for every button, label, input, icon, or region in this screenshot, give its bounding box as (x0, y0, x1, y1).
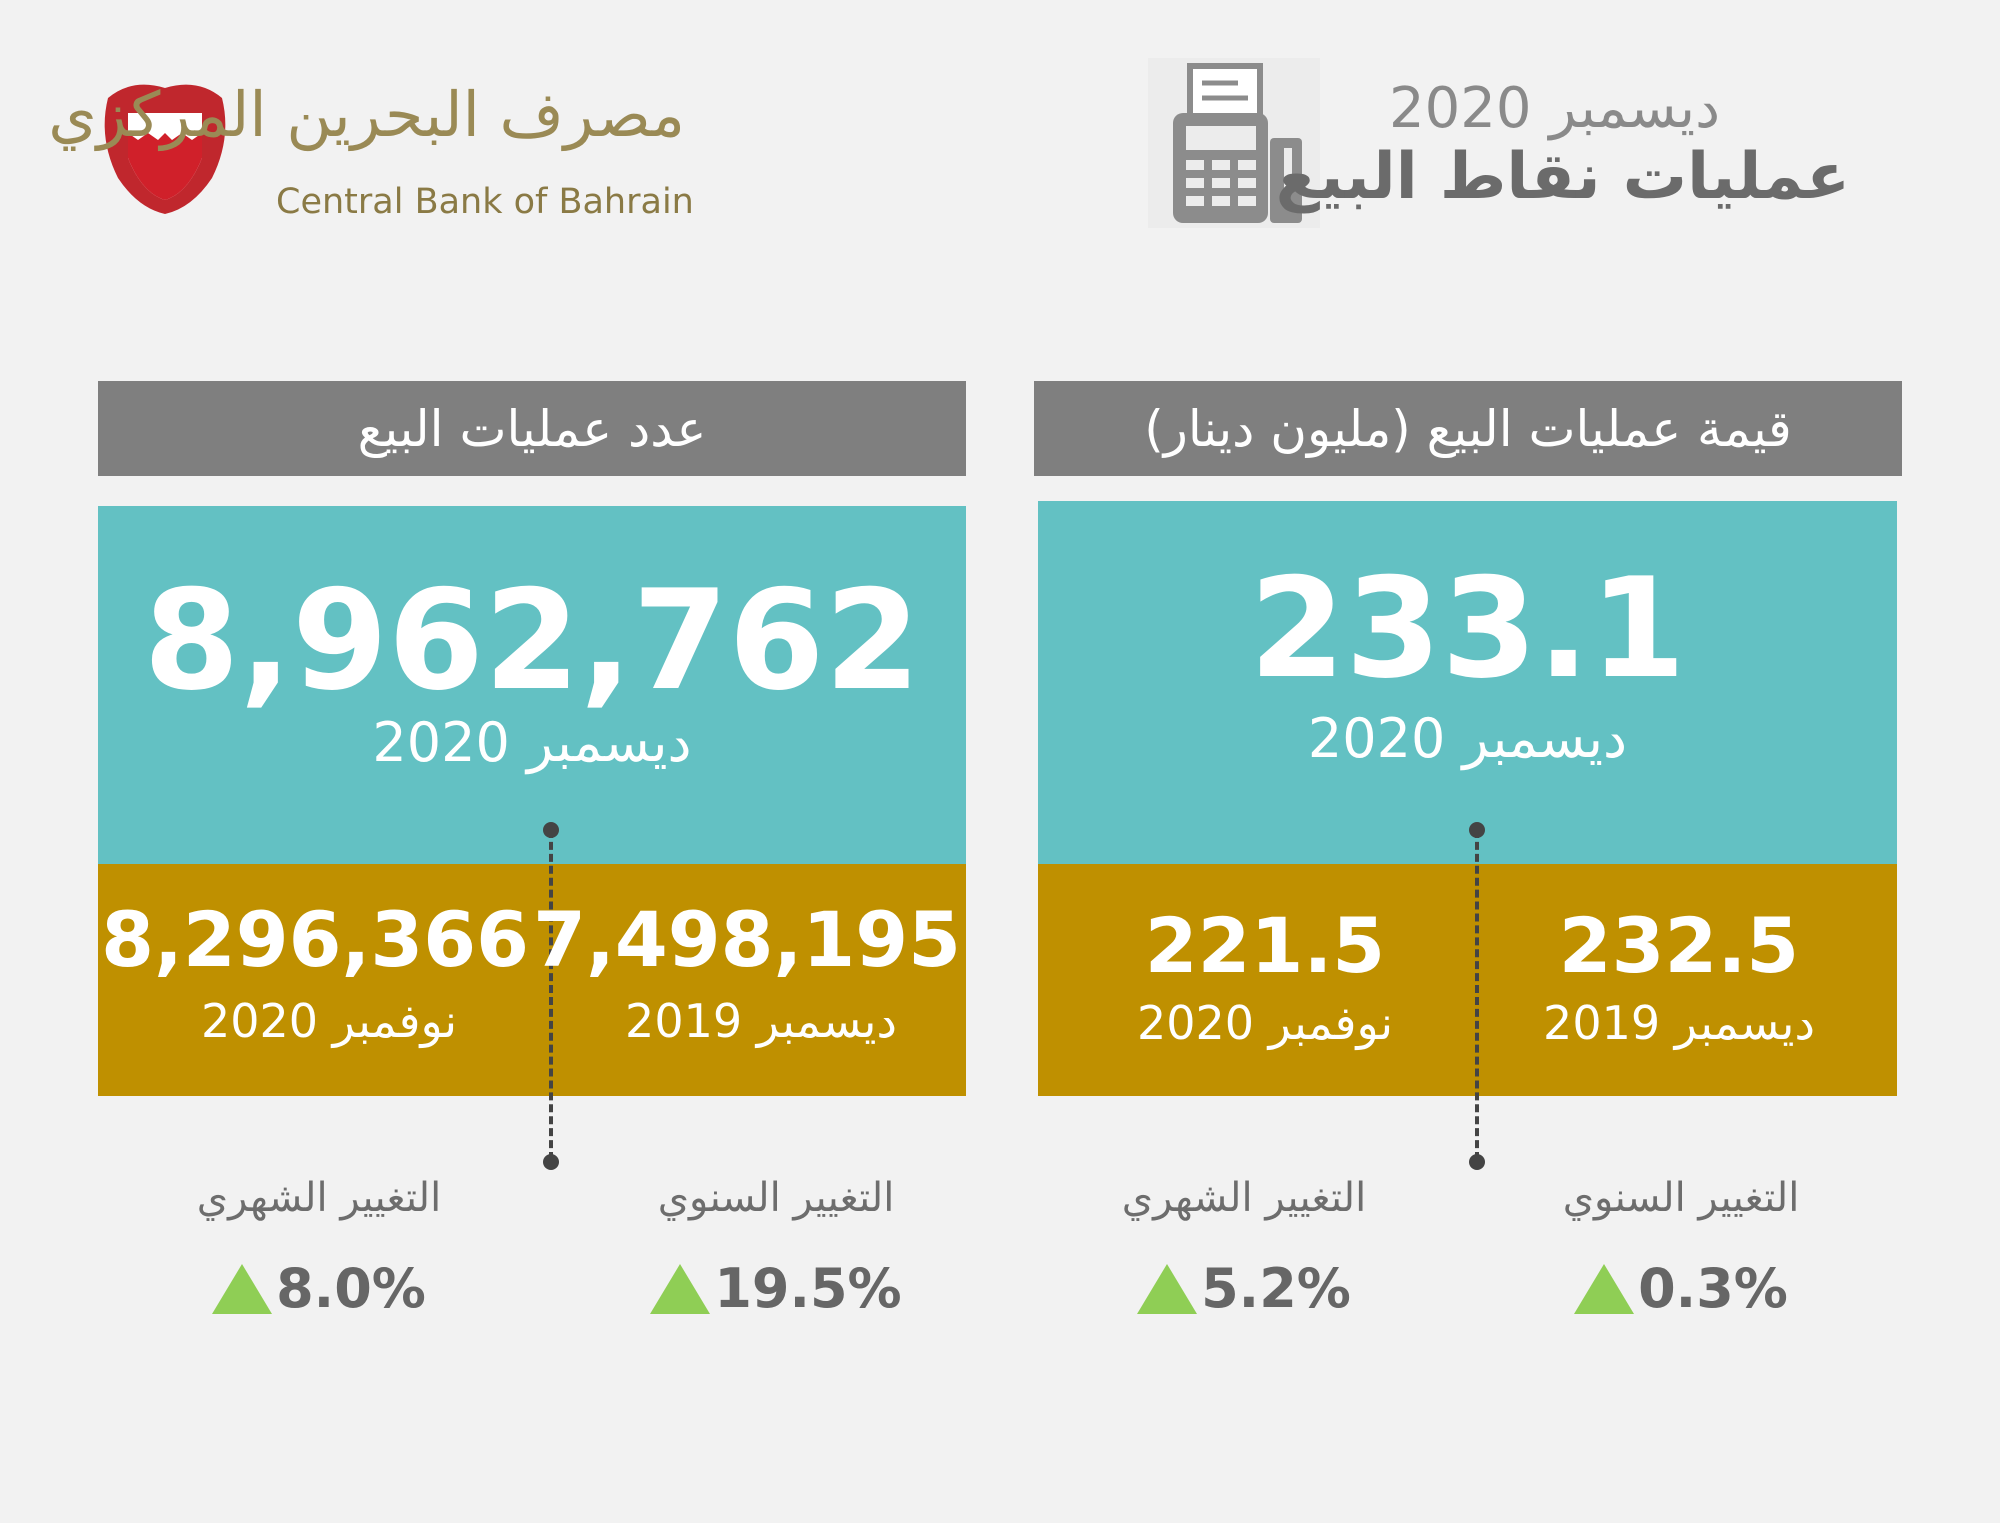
main-value: 8,962,762 (143, 560, 921, 721)
comparison-value: 232.5 (1558, 901, 1800, 990)
bank-name-ar: مصرف البحرين المركزي (48, 78, 685, 151)
up-arrow (650, 1264, 711, 1314)
change-label: التغيير السنوي (1562, 1175, 1800, 1221)
change-label: التغيير السنوي (657, 1175, 895, 1221)
bank-name-en: Central Bank of Bahrain (276, 182, 694, 222)
comparison-period: ديسمبر 2019 (1543, 996, 1815, 1050)
change-label: التغيير الشهري (1121, 1175, 1367, 1221)
change-label: التغيير الشهري (196, 1175, 442, 1221)
main-period: ديسمبر 2020 (1307, 707, 1628, 770)
header-title: عمليات نقاط البيع (1275, 140, 1850, 214)
change-value: 8.0% (276, 1257, 426, 1320)
comparison-period: نوفمبر 2020 (200, 994, 458, 1048)
bank-emblem (104, 84, 226, 215)
change-value: 0.3% (1638, 1257, 1788, 1320)
main-box (1038, 501, 1897, 864)
comparison-value: 221.5 (1144, 901, 1386, 990)
comparison-box (98, 864, 966, 1096)
divider-line (549, 830, 553, 1160)
main-box (98, 506, 966, 864)
header-date: ديسمبر 2020 (1389, 76, 1720, 141)
up-arrow (1574, 1264, 1635, 1314)
up-arrow (212, 1264, 273, 1314)
change-value: 19.5% (714, 1257, 902, 1320)
divider-line (1475, 830, 1479, 1160)
comparison-period: ديسمبر 2019 (625, 994, 897, 1048)
change-row: 19.5% (576, 1262, 976, 1316)
up-arrow (1137, 1264, 1198, 1314)
change-row: 0.3% (1481, 1262, 1881, 1316)
pos-icon (1148, 58, 1320, 228)
change-value: 5.2% (1201, 1257, 1351, 1320)
panel-heading: قيمة عمليات البيع (مليون دينار) (1034, 381, 1902, 476)
change-row: 5.2% (1044, 1262, 1444, 1316)
divider-dot (543, 1154, 559, 1170)
comparison-value: 8,296,366 (101, 895, 529, 984)
comparison-period: نوفمبر 2020 (1136, 996, 1394, 1050)
divider-dot (1469, 822, 1485, 838)
comparison-value: 7,498,195 (533, 895, 961, 984)
divider-dot (1469, 1154, 1485, 1170)
divider-dot (543, 822, 559, 838)
main-value: 233.1 (1249, 548, 1686, 709)
comparison-box (1038, 864, 1897, 1096)
panel-heading: عدد عمليات البيع (98, 381, 966, 476)
change-row: 8.0% (119, 1262, 519, 1316)
main-period: ديسمبر 2020 (372, 711, 692, 774)
